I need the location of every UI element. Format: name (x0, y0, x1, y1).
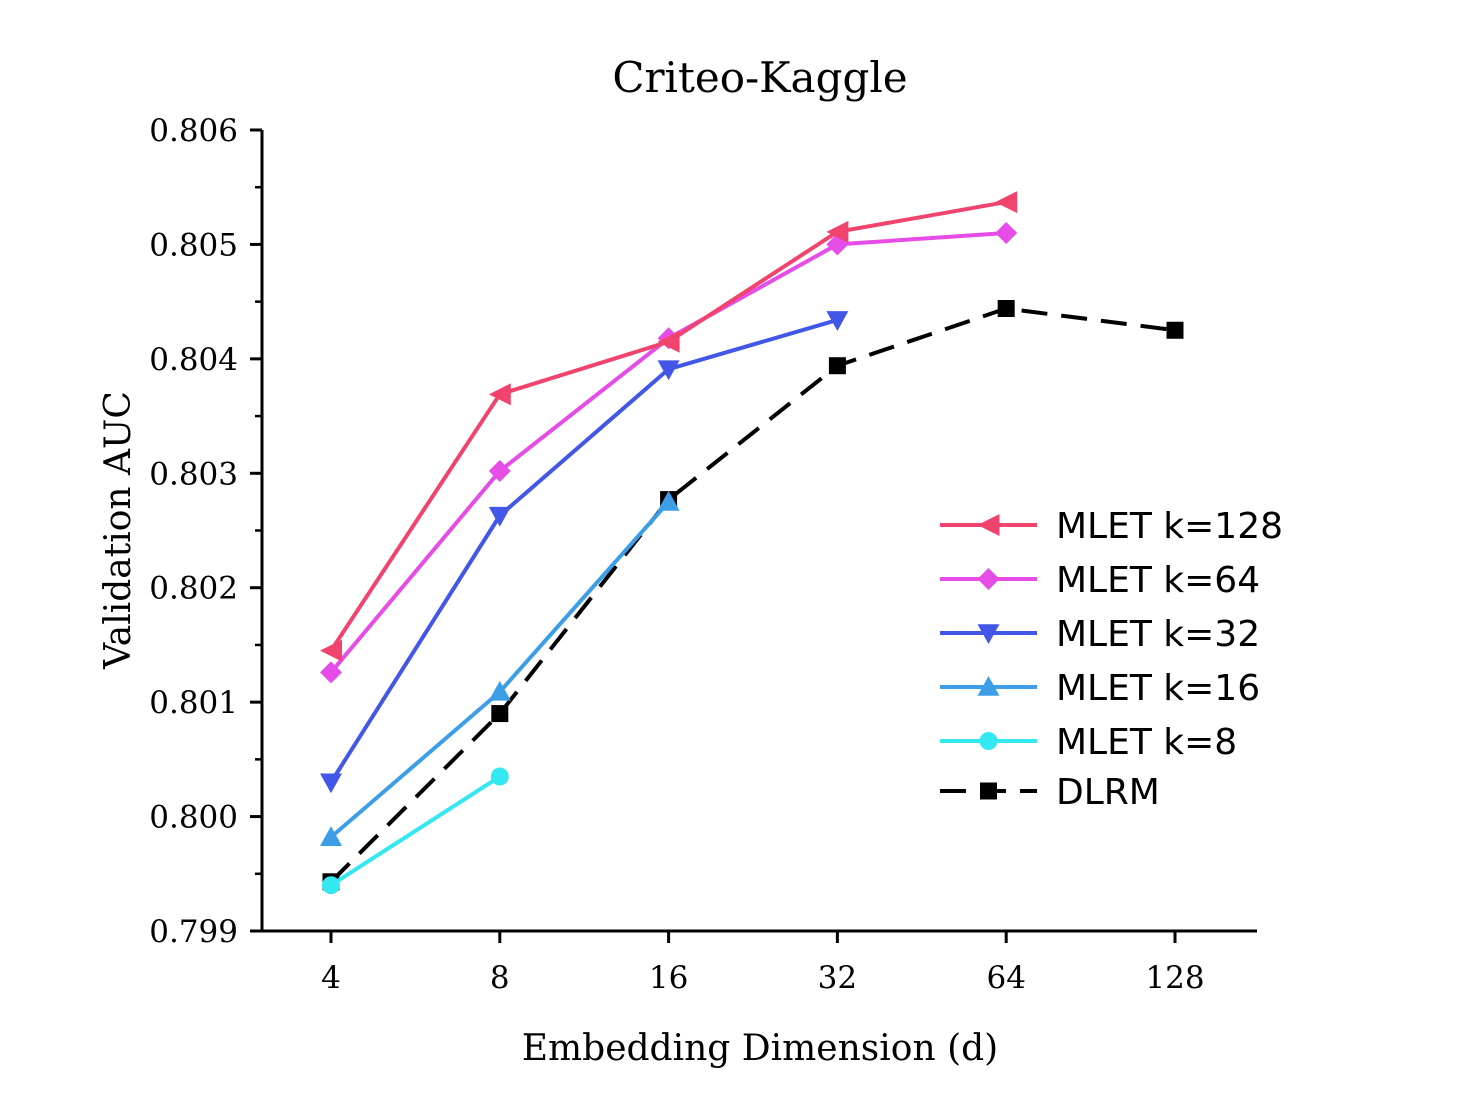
legend-marker-mlet-k-16 (977, 676, 1000, 696)
data-point-dlrm (997, 300, 1015, 318)
legend: MLET k=128 MLET k=64 MLET k=32 MLET k=16 MLE… (940, 506, 1283, 813)
legend-item-mlet-k-32: MLET k=32 (940, 614, 1260, 655)
data-point-mlet-k-16 (488, 680, 511, 701)
y-tick-label: 0.806 (149, 113, 238, 149)
legend-label-mlet-k-16: MLET k=16 (1056, 668, 1260, 709)
x-tick-label: 8 (490, 960, 510, 996)
legend-marker-mlet-k-8 (979, 732, 998, 750)
x-tick-label: 128 (1145, 960, 1204, 996)
y-tick-label: 0.800 (149, 800, 238, 836)
legend-item-mlet-k-128: MLET k=128 (940, 506, 1283, 547)
y-tick-label: 0.805 (149, 227, 238, 263)
legend-label-mlet-k-32: MLET k=32 (1056, 614, 1260, 655)
data-point-mlet-k-32 (657, 360, 680, 381)
data-point-dlrm (491, 705, 509, 723)
series-line-mlet-k-32 (329, 318, 838, 784)
series-line-mlet-k-64 (329, 230, 1007, 674)
x-tick-label: 4 (321, 960, 341, 996)
data-point-mlet-k-64 (320, 661, 342, 684)
data-point-mlet-k-128 (320, 639, 342, 662)
data-point-mlet-k-8 (322, 876, 340, 895)
data-point-mlet-k-32 (488, 506, 511, 527)
series-mlet-k-8 (322, 767, 509, 895)
data-point-mlet-k-8 (490, 767, 509, 786)
axes: 0.799 0.800 0.801 0.802 0.803 0.804 0.805 0.806… (149, 113, 1257, 996)
data-point-mlet-k-64 (488, 459, 511, 482)
legend-marker-mlet-k-32 (977, 624, 1000, 644)
x-tick-label: 32 (818, 960, 857, 996)
data-point-dlrm (828, 357, 846, 375)
y-tick-label: 0.804 (149, 342, 238, 378)
legend-label-mlet-k-8: MLET k=8 (1056, 722, 1237, 763)
legend-marker-mlet-k-128 (977, 514, 1000, 536)
series-layer (320, 191, 1184, 895)
legend-item-mlet-k-16: MLET k=16 (940, 668, 1260, 709)
series-mlet-k-128 (320, 191, 1018, 662)
legend-item-mlet-k-8: MLET k=8 (940, 722, 1237, 763)
legend-item-dlrm: DLRM (940, 772, 1160, 813)
legend-label-mlet-k-64: MLET k=64 (1056, 560, 1260, 601)
data-point-mlet-k-16 (320, 826, 342, 846)
series-line-dlrm (329, 306, 1176, 884)
data-point-mlet-k-32 (826, 311, 849, 331)
legend-label-dlrm: DLRM (1056, 772, 1160, 813)
data-point-mlet-k-128 (826, 220, 849, 243)
y-tick-label: 0.801 (149, 685, 238, 721)
legend-marker-mlet-k-64 (977, 568, 1000, 590)
y-tick-label: 0.803 (149, 456, 238, 492)
data-point-mlet-k-32 (320, 773, 342, 794)
data-point-mlet-k-128 (995, 191, 1018, 214)
data-point-mlet-k-128 (657, 330, 680, 353)
data-point-dlrm (1166, 321, 1184, 339)
series-mlet-k-64 (320, 221, 1018, 684)
legend-marker-dlrm (980, 782, 997, 800)
data-point-mlet-k-64 (995, 221, 1018, 244)
x-tick-label: 16 (649, 960, 688, 996)
series-mlet-k-16 (320, 490, 680, 846)
legend-label-mlet-k-128: MLET k=128 (1056, 506, 1283, 547)
chart-title: Criteo-Kaggle (612, 53, 907, 102)
data-point-mlet-k-128 (488, 383, 511, 406)
y-tick-label: 0.802 (149, 571, 238, 607)
y-tick-label: 0.799 (149, 914, 238, 950)
series-line-mlet-k-128 (329, 200, 1007, 652)
y-axis-label: Validation AUC (98, 391, 139, 670)
series-line-mlet-k-8 (329, 774, 501, 887)
series-line-mlet-k-16 (329, 500, 671, 839)
x-tick-label: 64 (986, 960, 1025, 996)
x-axis-label: Embedding Dimension (d) (522, 1028, 998, 1069)
series-mlet-k-32 (320, 311, 849, 794)
data-point-mlet-k-16 (657, 490, 680, 511)
legend-item-mlet-k-64: MLET k=64 (940, 560, 1260, 601)
